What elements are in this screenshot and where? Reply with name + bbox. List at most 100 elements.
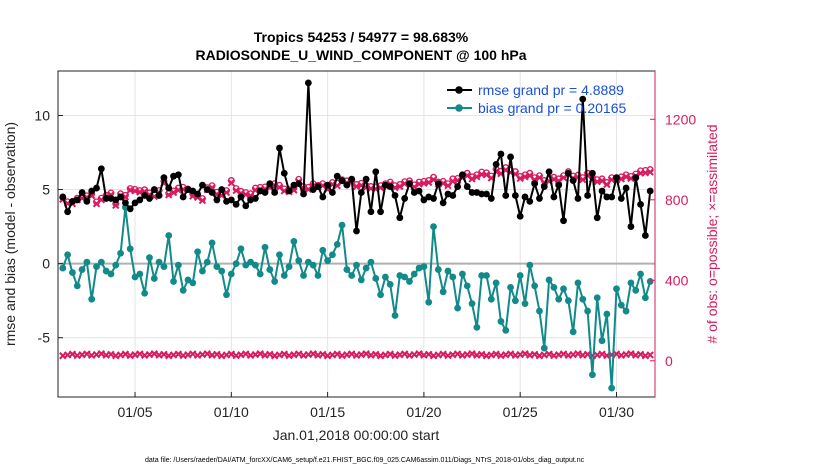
- bias-point: [329, 251, 336, 259]
- rmse-point: [251, 195, 259, 202]
- bias-point: [603, 310, 611, 318]
- bias-point: [136, 270, 144, 278]
- rmse-point: [333, 172, 341, 180]
- bias-point: [521, 300, 529, 308]
- bias-point: [377, 291, 384, 299]
- rmse-point: [555, 181, 563, 189]
- rmse-point: [396, 214, 404, 222]
- assimilated-obs-low-marker: [136, 350, 144, 358]
- rmse-point: [449, 192, 457, 199]
- rmse-point: [199, 181, 206, 189]
- rmse-point: [367, 208, 375, 216]
- rmse-point: [194, 190, 202, 198]
- rmse-point: [64, 208, 72, 216]
- bias-point: [646, 278, 654, 285]
- bias-point: [353, 261, 360, 269]
- assimilated-obs-low-marker: [492, 350, 500, 358]
- x-tick-label: 01/15: [310, 404, 345, 420]
- bias-point: [545, 276, 553, 284]
- bias-point: [333, 240, 341, 248]
- assimilated-obs-low-marker: [121, 350, 130, 358]
- assimilated-obs-low-marker: [266, 350, 274, 359]
- rmse-point: [574, 195, 582, 202]
- bias-point: [593, 294, 601, 302]
- bias-point: [406, 278, 413, 285]
- bias-point: [227, 270, 235, 278]
- rmse-point: [406, 180, 413, 188]
- bias-point: [64, 251, 72, 259]
- bias-point: [367, 258, 375, 266]
- bias-point: [59, 264, 67, 272]
- rmse-point: [492, 160, 500, 168]
- bias-point: [641, 294, 649, 302]
- bias-point: [632, 286, 640, 294]
- bias-point: [483, 272, 490, 279]
- assimilated-obs-low-marker: [295, 350, 303, 358]
- rmse-point: [213, 196, 221, 204]
- bias-point: [179, 286, 187, 294]
- rmse-point: [545, 168, 553, 176]
- rmse-point: [564, 169, 572, 177]
- rmse-point: [160, 174, 168, 182]
- bias-point: [199, 267, 206, 275]
- bias-point: [622, 307, 630, 315]
- rmse-point: [304, 79, 312, 87]
- assimilated-obs-low-marker: [347, 350, 356, 358]
- bias-point: [362, 264, 370, 272]
- bias-point: [425, 298, 433, 306]
- bias-point: [223, 291, 230, 299]
- assimilated-obs-low-marker: [333, 350, 341, 358]
- rmse-point: [415, 187, 423, 195]
- rmse-point: [314, 183, 322, 190]
- rmse-point: [430, 195, 437, 202]
- rmse-point: [242, 202, 250, 210]
- bias-point: [93, 263, 100, 270]
- rmse-point: [295, 180, 303, 188]
- y-axis-label: rmse and bias (model - observation): [2, 122, 18, 346]
- rmse-point: [598, 187, 606, 195]
- rmse-point: [78, 189, 86, 196]
- assimilated-obs-low-marker: [583, 350, 592, 359]
- bias-point: [295, 257, 303, 265]
- bias-point: [165, 232, 173, 239]
- rmse-point: [377, 208, 384, 216]
- assimilated-obs-marker: [425, 178, 433, 187]
- bias-point: [439, 288, 447, 296]
- rmse-point: [386, 183, 394, 190]
- legend: rmse grand pr = 4.8889 bias grand pr = 0…: [447, 82, 626, 116]
- y-right-tick-label: 800: [665, 192, 689, 208]
- rmse-point: [646, 187, 654, 195]
- bias-point: [502, 326, 510, 334]
- bias-point: [444, 267, 452, 275]
- bias-point: [155, 258, 163, 266]
- bias-point: [579, 295, 587, 303]
- bias-point: [613, 285, 620, 293]
- bias-point: [492, 279, 500, 287]
- assimilated-obs-low-marker: [213, 350, 221, 359]
- assimilated-obs-low-marker: [68, 350, 77, 358]
- assimilated-obs-low-marker: [612, 350, 621, 358]
- y-right-tick-label: 400: [665, 272, 689, 288]
- assimilated-obs-low-marker: [439, 350, 447, 358]
- rmse-point: [126, 205, 134, 213]
- bias-point: [391, 312, 399, 319]
- rmse-point: [540, 183, 548, 190]
- rmse-point: [353, 227, 360, 235]
- bias-point: [300, 272, 307, 279]
- assimilated-obs-low-marker: [477, 350, 486, 359]
- rmse-point: [122, 199, 129, 207]
- rmse-point: [622, 184, 630, 192]
- bias-point: [290, 238, 298, 245]
- bias-point: [232, 260, 240, 268]
- legend-bias-marker: [455, 104, 463, 112]
- rmse-point: [237, 193, 245, 201]
- bias-point: [319, 246, 327, 254]
- assimilated-obs-low-marker: [107, 350, 115, 359]
- rmse-point: [102, 195, 110, 202]
- assimilated-obs-low-marker: [598, 350, 606, 358]
- chart-title: Tropics 54253 / 54977 = 98.683%: [254, 29, 469, 45]
- rmse-point: [266, 180, 274, 188]
- assimilated-obs-low-marker: [636, 350, 645, 359]
- y-tick-label: 10: [34, 107, 50, 123]
- grid-lines: [58, 71, 655, 397]
